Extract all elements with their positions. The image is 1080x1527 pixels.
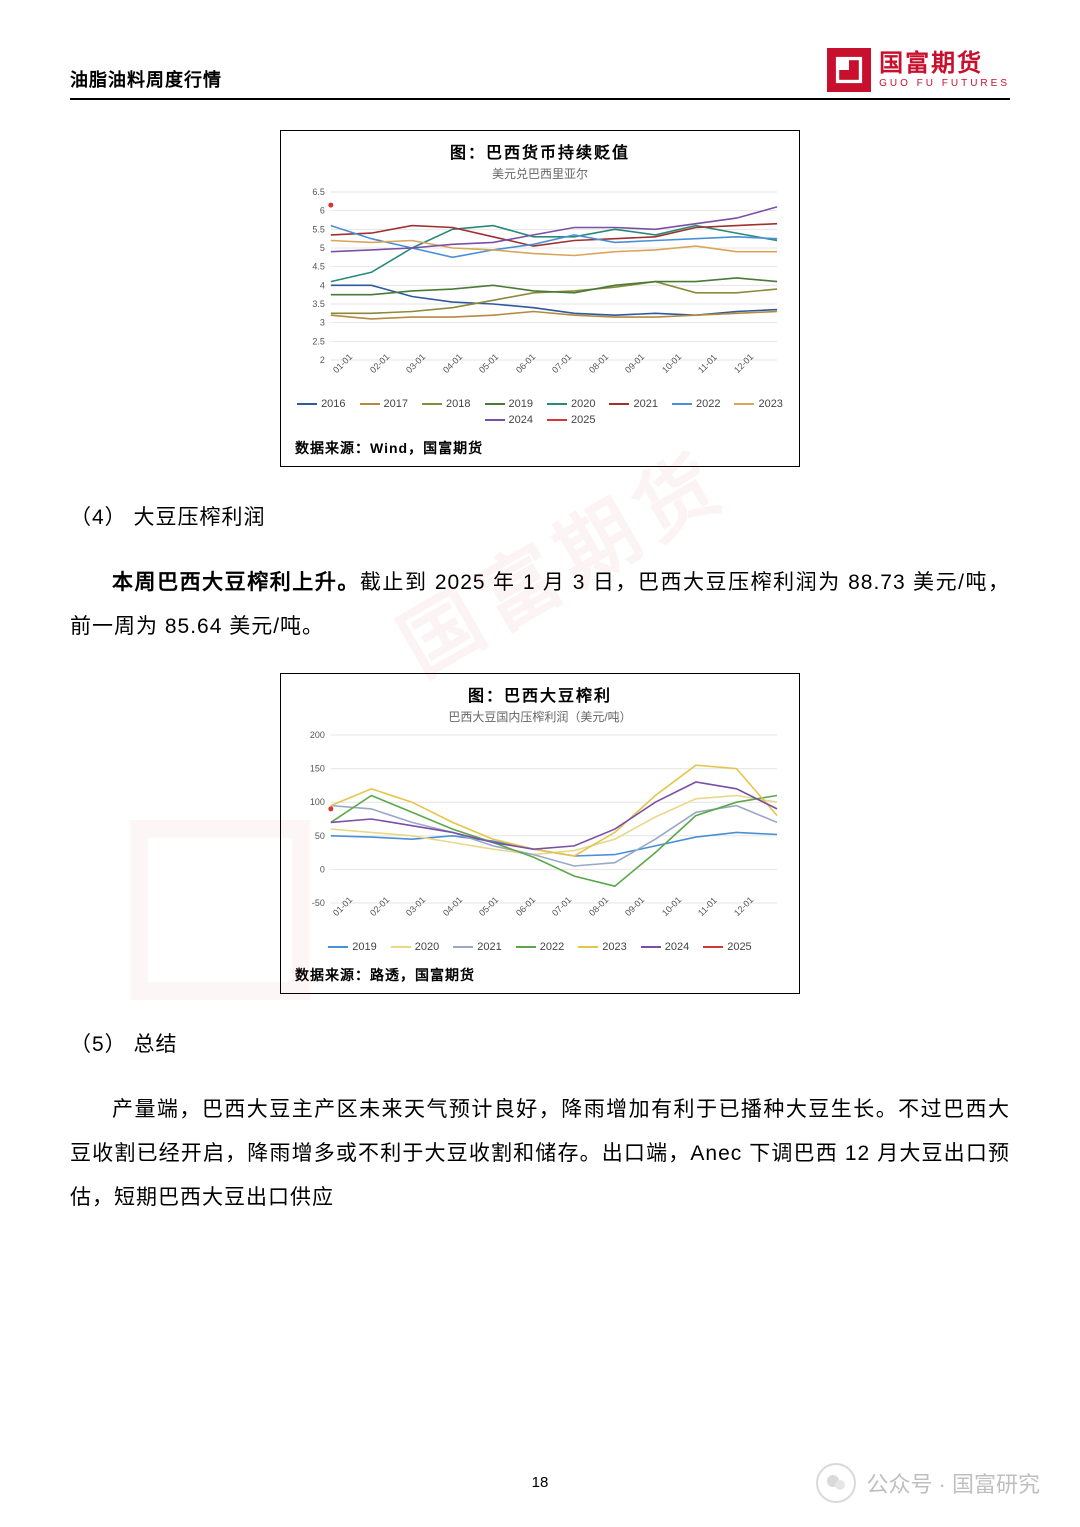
legend-item: 2020 [547, 398, 595, 410]
legend-item: 2024 [485, 414, 533, 426]
legend-item: 2021 [453, 941, 501, 953]
svg-text:4.5: 4.5 [312, 262, 324, 272]
svg-text:50: 50 [315, 831, 325, 841]
legend-item: 2020 [391, 941, 439, 953]
legend-item: 2021 [609, 398, 657, 410]
chart2-legend: 2019 2020 2021 2022 2023 2024 2025 [291, 941, 789, 953]
svg-text:4: 4 [320, 280, 325, 290]
chart1-subtitle: 美元兑巴西里亚尔 [291, 165, 789, 182]
section4-p1-strong: 本周巴西大豆榨利上升。 [112, 571, 360, 594]
section5-heading: （5） 总结 [70, 1028, 1010, 1058]
svg-text:3.5: 3.5 [312, 299, 324, 309]
legend-item: 2023 [578, 941, 626, 953]
wechat-footer: 公众号 · 国富研究 [816, 1463, 1040, 1503]
chart2-container: 图：巴西大豆榨利 巴西大豆国内压榨利润（美元/吨） -50 0 50 100 150 20… [280, 673, 800, 994]
chart1-title: 图：巴西货币持续贬值 [291, 139, 789, 163]
legend-item: 2016 [297, 398, 345, 410]
chart1-legend: 2016 2017 2018 2019 2020 2021 2022 2023 2024 2025 [291, 398, 789, 426]
legend-item: 2025 [547, 414, 595, 426]
svg-text:2: 2 [320, 355, 325, 365]
svg-text:200: 200 [310, 730, 325, 740]
legend-item: 2024 [641, 941, 689, 953]
chart2-plot: -50 0 50 100 150 200 [291, 729, 789, 909]
wechat-label: 公众号 · 国富研究 [866, 1467, 1040, 1499]
page-header: 油脂油料周度行情 国富期货 GUO FU FUTURES [70, 48, 1010, 100]
svg-text:100: 100 [310, 797, 325, 807]
chart1-container: 图：巴西货币持续贬值 美元兑巴西里亚尔 2 2.5 3 3.5 4 4.5 5 5.5 6 6.5… [280, 130, 800, 467]
chart1-xaxis: 01-0102-0103-0104-0105-0106-0107-0108-01… [291, 368, 789, 378]
doc-title: 油脂油料周度行情 [70, 66, 222, 92]
svg-text:3: 3 [320, 318, 325, 328]
section4-paragraph: 本周巴西大豆榨利上升。截止到 2025 年 1 月 3 日，巴西大豆压榨利润为 … [70, 561, 1010, 649]
wechat-icon [816, 1463, 856, 1503]
legend-item: 2019 [485, 398, 533, 410]
legend-item: 2023 [734, 398, 782, 410]
brand-logo: 国富期货 GUO FU FUTURES [827, 48, 1010, 92]
svg-text:6: 6 [320, 206, 325, 216]
svg-text:5: 5 [320, 243, 325, 253]
legend-item: 2022 [516, 941, 564, 953]
svg-text:150: 150 [310, 764, 325, 774]
logo-en-text: GUO FU FUTURES [879, 78, 1010, 89]
chart1-plot: 2 2.5 3 3.5 4 4.5 5 5.5 6 6.5 [291, 186, 789, 366]
svg-text:6.5: 6.5 [312, 187, 324, 197]
logo-icon [827, 48, 871, 92]
chart2-xaxis: 01-0102-0103-0104-0105-0106-0107-0108-01… [291, 911, 789, 921]
svg-text:2.5: 2.5 [312, 336, 324, 346]
logo-cn-text: 国富期货 [879, 51, 1010, 77]
chart1-source: 数据来源：Wind，国富期货 [291, 432, 789, 458]
svg-text:5.5: 5.5 [312, 224, 324, 234]
chart2-source: 数据来源：路透，国富期货 [291, 959, 789, 985]
chart2-title: 图：巴西大豆榨利 [291, 682, 789, 706]
page-number: 18 [532, 1474, 549, 1491]
svg-text:-50: -50 [312, 898, 325, 908]
section4-heading: （4） 大豆压榨利润 [70, 501, 1010, 531]
legend-item: 2018 [422, 398, 470, 410]
legend-item: 2017 [360, 398, 408, 410]
section5-paragraph: 产量端，巴西大豆主产区未来天气预计良好，降雨增加有利于已播种大豆生长。不过巴西大… [70, 1088, 1010, 1220]
legend-item: 2022 [672, 398, 720, 410]
legend-item: 2025 [703, 941, 751, 953]
svg-text:0: 0 [320, 865, 325, 875]
legend-item: 2019 [328, 941, 376, 953]
chart2-subtitle: 巴西大豆国内压榨利润（美元/吨） [291, 708, 789, 725]
